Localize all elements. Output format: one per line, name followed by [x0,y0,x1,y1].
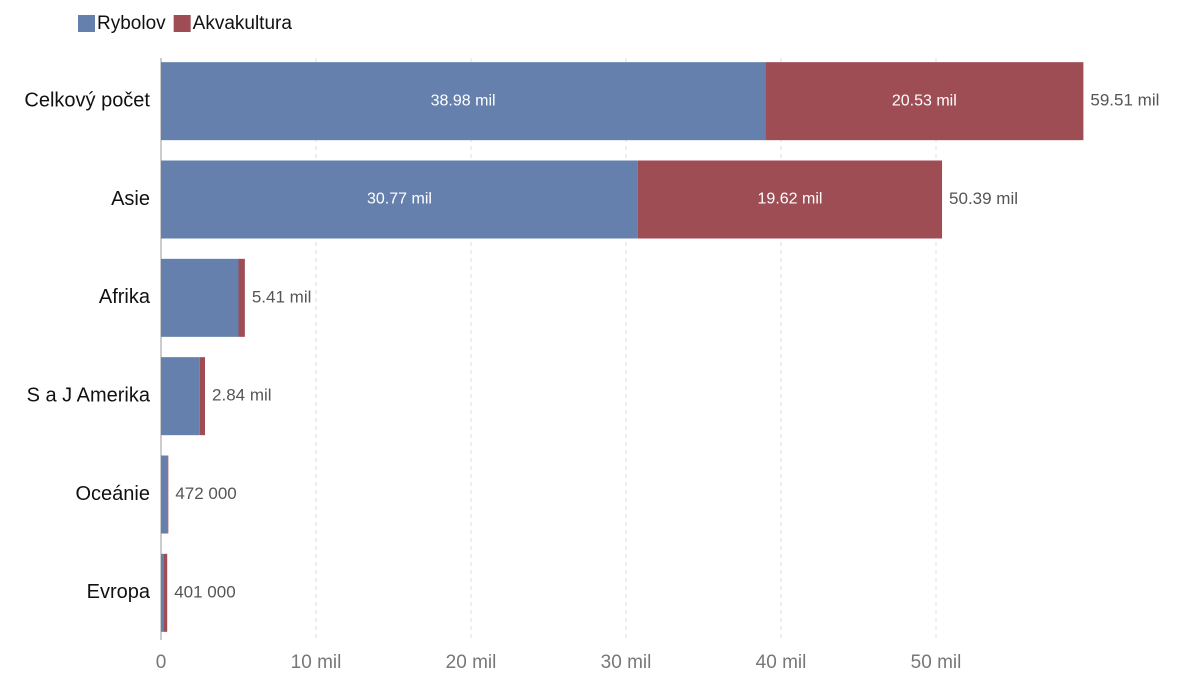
x-tick-label: 10 mil [291,652,342,673]
legend-label: Rybolov [97,13,166,34]
total-label: 472 000 [175,484,236,503]
x-tick-label: 0 [156,652,167,673]
category-label: Celkový počet [24,89,150,111]
total-label: 401 000 [174,582,235,601]
bar-segment [161,258,239,337]
bar-segment [163,553,168,632]
legend-label: Akvakultura [193,13,293,34]
bar-segment [161,62,766,141]
legend-swatch [78,15,95,32]
value-label: 20.53 mil [892,92,957,109]
category-label: Evropa [87,581,151,603]
total-label: 5.41 mil [252,287,312,306]
bar-segment [199,357,206,436]
value-label: 19.62 mil [758,191,823,208]
x-tick-label: 20 mil [446,652,497,673]
value-label: 30.77 mil [367,191,432,208]
x-tick-label: 30 mil [601,652,652,673]
bar-segment [161,553,164,632]
category-label: Oceánie [76,483,151,505]
category-label: Afrika [99,286,151,308]
total-label: 59.51 mil [1090,91,1159,110]
value-label: 38.98 mil [431,92,496,109]
bar-segment [161,455,168,534]
bar-segment [765,62,1084,141]
x-tick-label: 40 mil [756,652,807,673]
x-tick-label: 50 mil [911,652,962,673]
category-label: S a J Amerika [27,384,151,406]
bar-segment [637,160,943,239]
legend-swatch [173,15,191,32]
total-label: 2.84 mil [212,386,272,405]
category-label: Asie [111,188,150,210]
total-label: 50.39 mil [949,189,1018,208]
bar-segment [238,258,245,337]
bar-segment [161,160,638,239]
bar-segment [161,357,200,436]
